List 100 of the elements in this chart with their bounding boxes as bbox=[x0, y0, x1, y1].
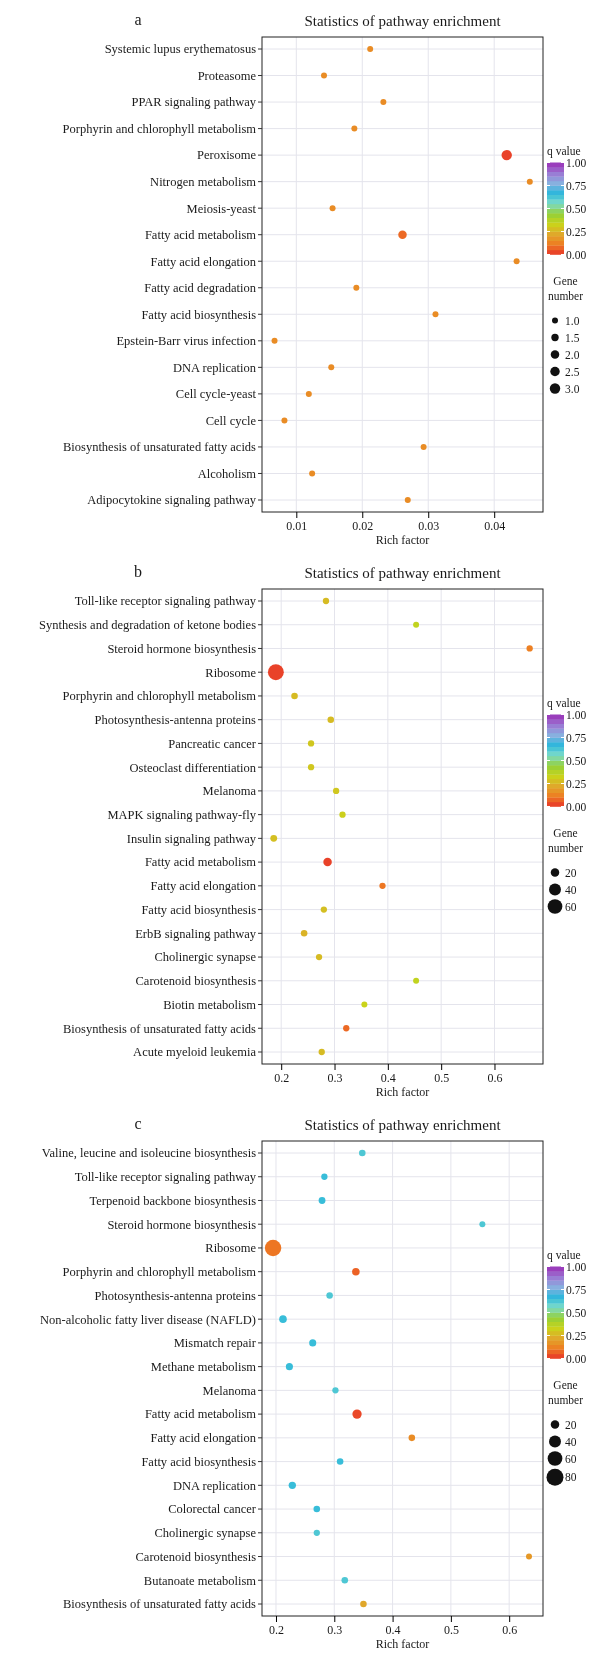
color-bar-label: 1.00 bbox=[566, 708, 587, 721]
y-tick-label: Synthesis and degradation of ketone bodies bbox=[39, 618, 257, 633]
y-tick-label: Peroxisome bbox=[196, 148, 257, 163]
y-tick-label: Methane metabolism bbox=[150, 1360, 257, 1375]
y-tick-label: Fatty acid biosynthesis bbox=[141, 1454, 257, 1469]
legend-label: 1.5 bbox=[565, 331, 580, 344]
y-tick-label: Fatty acid elongation bbox=[150, 254, 257, 269]
color-bar-label: 1.00 bbox=[566, 156, 587, 169]
x-tick-label: 0.02 bbox=[352, 518, 374, 533]
y-tick-label: Biosynthesis of unsaturated fatty acids bbox=[62, 1597, 257, 1612]
color-bar-label: 0.50 bbox=[566, 202, 587, 215]
y-tick-label: Porphyrin and chlorophyll metabolism bbox=[62, 1265, 257, 1280]
legend-label: 2.5 bbox=[565, 365, 580, 378]
x-tick-label: 0.4 bbox=[385, 1622, 401, 1637]
y-tick-label: Acute myeloid leukemia bbox=[133, 1045, 257, 1060]
x-tick-label: 0.2 bbox=[274, 1070, 290, 1085]
y-tick-label: Proteasome bbox=[197, 68, 257, 83]
y-tick-label: PPAR signaling pathway bbox=[131, 95, 257, 110]
x-axis-title: Rich factor bbox=[375, 533, 430, 547]
y-tick-label: Steroid hormone biosynthesis bbox=[107, 1217, 257, 1232]
y-tick-label: Photosynthesis-antenna proteins bbox=[94, 713, 257, 728]
color-bar-label: 0.25 bbox=[566, 777, 587, 790]
chart-title: Statistics of pathway enrichment bbox=[304, 13, 502, 29]
y-tick-label: Terpenoid backbone biosynthesis bbox=[89, 1193, 257, 1208]
y-tick-label: Cell cycle-yeast bbox=[175, 387, 257, 402]
x-tick-label: 0.4 bbox=[380, 1070, 396, 1085]
x-tick-label: 0.5 bbox=[434, 1070, 450, 1085]
chart-title: Statistics of pathway enrichment bbox=[304, 565, 502, 581]
y-tick-label: Pancreatic cancer bbox=[168, 736, 257, 751]
y-tick-label: Biosynthesis of unsaturated fatty acids bbox=[62, 440, 257, 455]
y-tick-label: Nitrogen metabolism bbox=[150, 175, 257, 190]
x-axis-title: Rich factor bbox=[375, 1637, 430, 1651]
x-tick-label: 0.3 bbox=[327, 1622, 343, 1637]
chart-title: Statistics of pathway enrichment bbox=[304, 1117, 502, 1133]
legend-label: 40 bbox=[565, 883, 577, 896]
color-bar-title: q value bbox=[547, 1248, 581, 1262]
color-bar-label: 0.00 bbox=[566, 1352, 587, 1365]
x-tick-label: 0.6 bbox=[502, 1622, 518, 1637]
x-tick-label: 0.5 bbox=[443, 1622, 459, 1637]
y-tick-label: Fatty acid biosynthesis bbox=[141, 902, 257, 917]
x-tick-label: 0.6 bbox=[487, 1070, 503, 1085]
legend-label: 2.0 bbox=[565, 348, 580, 361]
y-tick-label: Alcoholism bbox=[197, 466, 257, 481]
y-tick-label: Fatty acid metabolism bbox=[144, 228, 257, 243]
color-bar-label: 0.50 bbox=[566, 754, 587, 767]
y-tick-label: Ribosome bbox=[205, 1241, 257, 1256]
y-tick-label: MAPK signaling pathway-fly bbox=[107, 808, 257, 823]
legend-label: 40 bbox=[565, 1435, 577, 1448]
x-tick-label: 0.01 bbox=[286, 518, 308, 533]
y-tick-label: Cell cycle bbox=[205, 413, 257, 428]
y-tick-label: Colorectal cancer bbox=[168, 1502, 257, 1517]
y-tick-label: Melanoma bbox=[202, 1383, 257, 1398]
y-tick-label: ErbB signaling pathway bbox=[135, 926, 257, 941]
color-bar-label: 0.25 bbox=[566, 225, 587, 238]
color-bar-label: 0.75 bbox=[566, 731, 587, 744]
y-tick-label: Biosynthesis of unsaturated fatty acids bbox=[62, 1021, 257, 1036]
y-tick-label: Cholinergic synapse bbox=[154, 950, 257, 965]
legend-label: 80 bbox=[565, 1471, 577, 1484]
color-bar-label: 0.25 bbox=[566, 1329, 587, 1342]
y-tick-label: Biotin metabolism bbox=[163, 997, 257, 1012]
y-tick-label: Toll-like receptor signaling pathway bbox=[74, 594, 257, 609]
color-bar-title: q value bbox=[547, 696, 581, 710]
legend-label: 1.0 bbox=[565, 314, 580, 327]
legend-title: Gene number bbox=[547, 274, 584, 302]
y-tick-label: Valine, leucine and isoleucine biosynthesis bbox=[41, 1146, 257, 1161]
y-tick-label: Systemic lupus erythematosus bbox=[104, 42, 257, 57]
y-tick-label: Cholinergic synapse bbox=[154, 1526, 257, 1541]
y-tick-label: Epstein-Barr virus infection bbox=[116, 334, 257, 349]
y-tick-label: Photosynthesis-antenna proteins bbox=[94, 1288, 257, 1303]
color-bar-label: 0.50 bbox=[566, 1306, 587, 1319]
legend-title: Gene number bbox=[547, 1378, 584, 1406]
y-tick-label: Ribosome bbox=[205, 665, 257, 680]
y-tick-label: Osteoclast differentiation bbox=[129, 760, 257, 775]
y-tick-label: Mismatch repair bbox=[173, 1336, 257, 1351]
legend-title: Gene number bbox=[547, 826, 584, 854]
y-tick-label: Steroid hormone biosynthesis bbox=[107, 641, 257, 656]
legend-label: 20 bbox=[565, 1418, 577, 1431]
text: a bbox=[134, 11, 142, 28]
y-tick-label: Fatty acid degradation bbox=[144, 281, 257, 296]
y-tick-label: Toll-like receptor signaling pathway bbox=[74, 1170, 257, 1185]
y-tick-label: Fatty acid biosynthesis bbox=[141, 307, 257, 322]
color-bar-label: 0.00 bbox=[566, 248, 587, 261]
y-tick-label: Fatty acid metabolism bbox=[144, 855, 257, 870]
x-tick-label: 0.2 bbox=[268, 1622, 284, 1637]
y-tick-label: Butanoate metabolism bbox=[143, 1573, 257, 1588]
y-tick-label: Adipocytokine signaling pathway bbox=[87, 493, 257, 508]
y-tick-label: DNA replication bbox=[173, 360, 257, 375]
y-tick-label: DNA replication bbox=[173, 1478, 257, 1493]
y-tick-label: Fatty acid elongation bbox=[150, 879, 257, 894]
y-tick-label: Carotenoid biosynthesis bbox=[135, 1549, 257, 1564]
y-tick-label: Insulin signaling pathway bbox=[126, 831, 257, 846]
y-tick-label: Porphyrin and chlorophyll metabolism bbox=[62, 689, 257, 704]
legend-label: 20 bbox=[565, 866, 577, 879]
y-tick-label: Meiosis-yeast bbox=[186, 201, 257, 216]
color-bar-label: 1.00 bbox=[566, 1260, 587, 1273]
y-tick-label: Carotenoid biosynthesis bbox=[135, 974, 257, 989]
legend-label: 60 bbox=[565, 1452, 577, 1465]
y-tick-label: Non-alcoholic fatty liver disease (NAFLD) bbox=[40, 1312, 256, 1327]
y-tick-label: Fatty acid elongation bbox=[150, 1431, 257, 1446]
x-tick-label: 0.3 bbox=[327, 1070, 343, 1085]
